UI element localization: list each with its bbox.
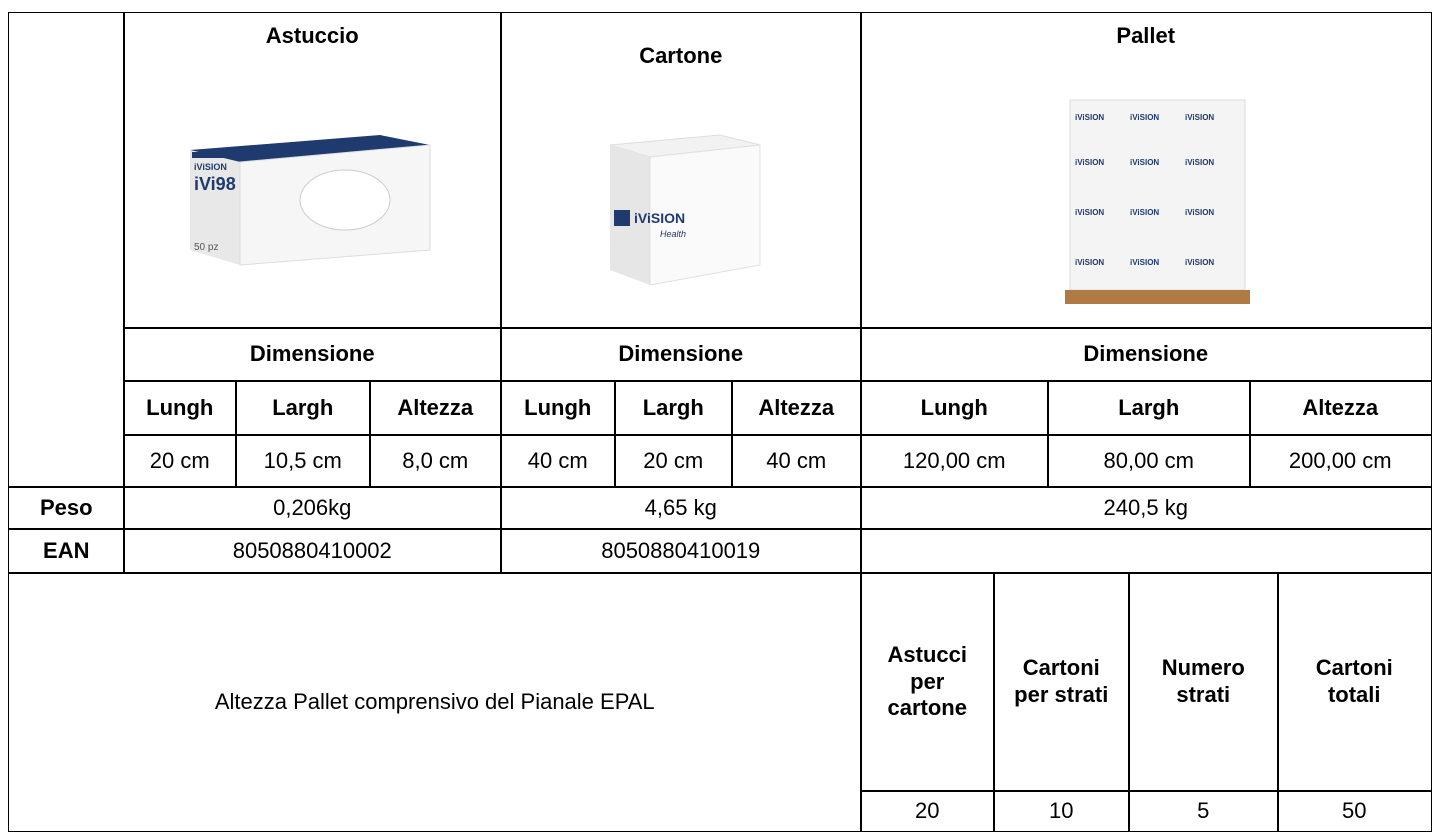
pallet-header: Numero strati <box>1128 572 1279 792</box>
dimension-value: 10,5 cm <box>235 434 371 488</box>
product-header: Pallet <box>860 12 1432 329</box>
dimension-header: Altezza <box>1249 380 1432 436</box>
dimension-value: 40 cm <box>500 434 616 488</box>
image-text: iVi98 <box>194 174 236 194</box>
image-text: iViSION <box>1075 258 1104 267</box>
image-text: iViSION <box>1185 158 1214 167</box>
image-text: iViSION <box>1130 158 1159 167</box>
dimension-value: 120,00 cm <box>860 434 1049 488</box>
image-text: iViSION <box>1130 208 1159 217</box>
dimension-value: 20 cm <box>123 434 237 488</box>
image-text: Health <box>660 229 686 239</box>
image-text: iViSION <box>1075 113 1104 122</box>
image-text: iViSION <box>634 210 685 226</box>
dimension-header: Altezza <box>369 380 502 436</box>
weight-value: 0,206kg <box>123 486 502 530</box>
dimension-header: Largh <box>614 380 733 436</box>
row-label: EAN <box>8 528 125 574</box>
image-text: iViSION <box>1185 113 1214 122</box>
dimension-header: Lungh <box>123 380 237 436</box>
ean-value: 8050880410019 <box>500 528 862 574</box>
image-text: iViSION <box>1130 258 1159 267</box>
dimension-label: Dimensione <box>860 327 1432 382</box>
pallet-header: Cartoni totali <box>1277 572 1432 792</box>
pallet-value: 50 <box>1277 790 1432 832</box>
dimension-value: 40 cm <box>731 434 862 488</box>
pallet-header: Astucci per cartone <box>860 572 995 792</box>
product-header: Astuccio <box>123 12 502 329</box>
dimension-value: 200,00 cm <box>1249 434 1432 488</box>
dimension-label: Dimensione <box>500 327 862 382</box>
image-text: iViSION <box>1130 113 1159 122</box>
image-text: iViSION <box>194 162 227 172</box>
note: Altezza Pallet comprensivo del Pianale E… <box>8 572 862 832</box>
image-text: iViSION <box>1185 258 1214 267</box>
pallet-header: Cartoni per strati <box>993 572 1130 792</box>
empty-cell <box>860 528 1432 574</box>
weight-value: 4,65 kg <box>500 486 862 530</box>
dimension-header: Largh <box>1047 380 1251 436</box>
pallet-value: 5 <box>1128 790 1279 832</box>
dimension-header: Lungh <box>860 380 1049 436</box>
dimension-header: Largh <box>235 380 371 436</box>
dimension-value: 8,0 cm <box>369 434 502 488</box>
pallet-value: 10 <box>993 790 1130 832</box>
image-text: iViSION <box>1185 208 1214 217</box>
astuccio-image: iViSION iVi98 50 pz <box>190 135 431 266</box>
image-text: iViSION <box>1075 208 1104 217</box>
dimension-value: 80,00 cm <box>1047 434 1251 488</box>
pallet-value: 20 <box>860 790 995 832</box>
ean-value: 8050880410002 <box>123 528 502 574</box>
product-header: Cartone <box>500 12 862 329</box>
cartone-image: iViSION Health <box>609 134 761 286</box>
row-label: Peso <box>8 486 125 530</box>
dimension-header: Lungh <box>500 380 616 436</box>
blank-cell <box>8 12 125 488</box>
dimension-header: Altezza <box>731 380 862 436</box>
image-text: 50 pz <box>194 242 218 253</box>
pallet-image: iViSION iViSION iViSION iViSION iViSION … <box>1065 99 1250 304</box>
weight-value: 240,5 kg <box>860 486 1432 530</box>
dimension-value: 20 cm <box>614 434 733 488</box>
image-text: iViSION <box>1075 158 1104 167</box>
dimension-label: Dimensione <box>123 327 502 382</box>
